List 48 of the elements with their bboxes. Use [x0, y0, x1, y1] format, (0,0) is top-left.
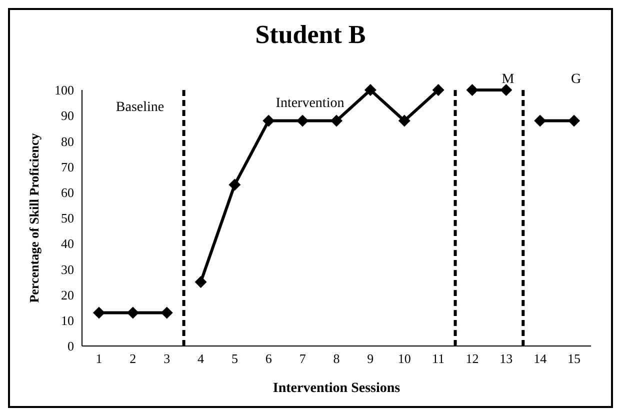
- x-tick-label: 9: [367, 351, 374, 366]
- point: [228, 178, 241, 191]
- point: [262, 114, 275, 127]
- x-tick-label: 15: [568, 351, 581, 366]
- point: [194, 276, 207, 288]
- y-tick-label: 10: [61, 313, 74, 328]
- x-tick-label: 1: [96, 351, 102, 366]
- text: M: [502, 72, 514, 88]
- annotation: Baseline: [116, 100, 164, 116]
- x-tick-label: 10: [398, 351, 411, 366]
- y-tick-label: 70: [61, 159, 74, 174]
- y-tick-label: 0: [68, 338, 74, 354]
- y-tick-label: 40: [61, 236, 74, 252]
- y-tick-label: 30: [61, 262, 74, 277]
- x-tick-label: 3: [164, 351, 170, 366]
- point: [126, 306, 139, 319]
- point: [500, 84, 512, 96]
- point: [398, 114, 410, 127]
- x-tick-label: 13: [500, 351, 513, 366]
- point: [568, 114, 580, 127]
- x-tick-label: 14: [534, 351, 548, 366]
- y-tick-label: 100: [54, 82, 74, 98]
- point: [466, 84, 478, 96]
- x-tick-label: 11: [432, 351, 445, 366]
- x-tick-label: 8: [333, 351, 340, 366]
- x-tick-label: 7: [299, 351, 306, 366]
- chart-title: Student B: [254, 20, 367, 50]
- y-tick-label: 60: [61, 185, 74, 200]
- point: [92, 306, 105, 319]
- y-tick-label: 50: [61, 210, 74, 226]
- point: [432, 84, 444, 96]
- x-tick-label: 5: [231, 351, 238, 366]
- point: [534, 114, 546, 127]
- text: G: [570, 72, 582, 88]
- point: [160, 306, 173, 319]
- annotation: Intervention: [276, 96, 344, 112]
- point: [330, 114, 342, 127]
- x-tick-label: 12: [466, 351, 479, 366]
- x-tick-label: 4: [198, 351, 205, 366]
- point: [364, 84, 376, 96]
- x-tick-label: 2: [130, 351, 136, 366]
- x-tick-label: 6: [265, 351, 272, 366]
- y-axis-title: Percentage of Skill Proficiency: [26, 132, 42, 303]
- y-tick-label: 80: [61, 134, 74, 149]
- x-axis-title: Intervention Sessions: [272, 381, 401, 396]
- y-tick-label: 90: [61, 108, 74, 124]
- point: [296, 114, 309, 127]
- y-tick-label: 20: [61, 287, 74, 302]
